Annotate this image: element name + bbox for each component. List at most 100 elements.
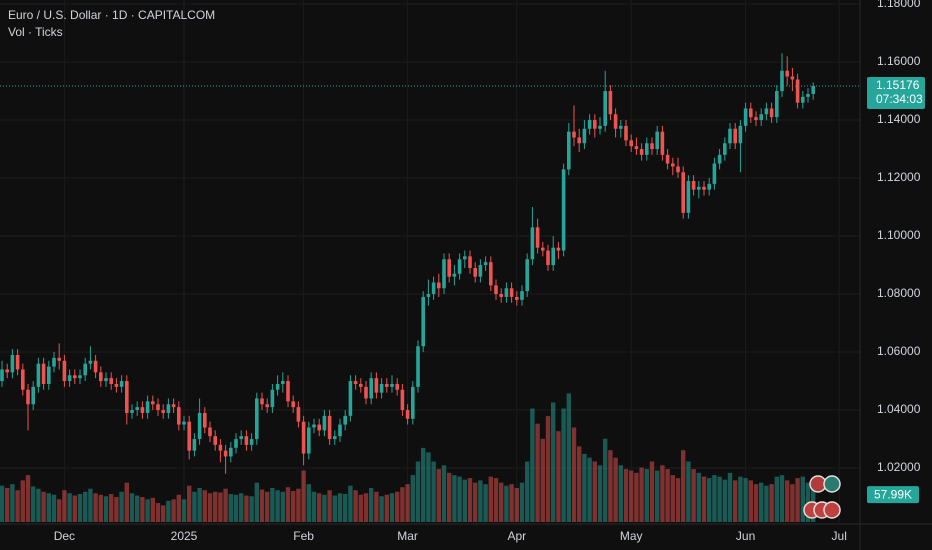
volume-bar: [103, 496, 109, 522]
volume-bar: [790, 484, 795, 522]
candle-body: [5, 369, 9, 373]
candle-body: [728, 128, 732, 144]
axes: 1.02000 1.04000 1.06000 1.08000 1.10000 1.120…: [0, 0, 925, 543]
candle-body: [478, 265, 483, 277]
candle-body: [151, 401, 155, 405]
volume-bar: [488, 476, 493, 522]
candle-body: [244, 436, 249, 445]
volume-bar: [129, 493, 135, 522]
candle-body: [379, 383, 384, 393]
volume-bar: [249, 496, 254, 522]
candle-body: [192, 439, 197, 451]
volume-bar: [436, 469, 441, 522]
volume-bar: [202, 490, 207, 522]
candle-body: [265, 404, 269, 408]
volume-bar: [124, 482, 129, 522]
indicator-icons: [803, 475, 841, 519]
x-tick-label: Mar: [397, 529, 418, 543]
last-price-label: 1.15176: [876, 78, 920, 92]
volume-bar: [785, 480, 790, 522]
candle-body: [223, 450, 228, 457]
candle-body: [197, 412, 202, 440]
candle-body: [525, 259, 529, 292]
y-tick-label: 1.10000: [877, 228, 921, 242]
volume-bar: [582, 453, 587, 522]
chart-title: Euro / U.S. Dollar · 1D · CAPITALCOM: [8, 8, 215, 22]
volume-bar: [275, 490, 280, 522]
volume-bar: [441, 465, 447, 522]
chart-subtitle: Vol · Ticks: [8, 25, 63, 39]
volume-bar: [395, 491, 400, 522]
volume-bar: [332, 495, 337, 522]
volume-bar: [67, 493, 72, 522]
volume-bar: [114, 497, 119, 522]
volume-bar: [291, 490, 296, 522]
volume-bar: [311, 491, 317, 522]
candle-body: [333, 436, 337, 440]
volume-bar: [109, 494, 114, 522]
candle-body: [494, 285, 498, 295]
volume-bar: [265, 491, 270, 522]
y-tick-label: 1.08000: [877, 286, 921, 300]
volume-bar: [358, 494, 363, 522]
y-tick-label: 1.14000: [877, 112, 921, 126]
candle-body: [301, 421, 306, 454]
x-tick-label: Jun: [736, 529, 755, 543]
y-tick-label: 1.12000: [877, 170, 921, 184]
candle-body: [26, 389, 30, 405]
volume-bar: [296, 488, 301, 522]
candle-body: [655, 131, 659, 150]
candle-body: [489, 262, 493, 286]
candle-body: [109, 378, 113, 384]
volume-bar: [405, 484, 410, 522]
volume-bar: [779, 475, 785, 522]
candle-body: [671, 163, 675, 167]
volume-bar: [98, 494, 103, 522]
candle-body: [218, 444, 223, 451]
volume-bar: [218, 492, 223, 522]
volume-bar: [213, 491, 218, 522]
volume-bar: [317, 493, 322, 522]
candle-body: [213, 436, 217, 445]
candle-body: [650, 143, 654, 150]
candle-body: [369, 378, 373, 399]
candle-body: [723, 143, 727, 155]
candle-body: [307, 427, 311, 454]
volume-bar: [161, 505, 166, 522]
candle-body: [67, 375, 72, 382]
volume-bar: [717, 476, 722, 522]
volume-bar: [374, 491, 379, 522]
volume-bar: [639, 467, 644, 522]
candle-body: [270, 389, 275, 408]
candle-body: [785, 70, 789, 77]
y-tick-label: 1.02000: [877, 460, 921, 474]
volume-bar: [93, 493, 98, 522]
candle-body: [15, 354, 20, 370]
candle-body: [52, 357, 56, 367]
volume-bar: [322, 494, 327, 522]
volume-bar: [176, 494, 181, 522]
volume-bar: [25, 475, 31, 522]
last-price-box: [867, 76, 925, 109]
candle-body: [0, 369, 4, 382]
volume-bar: [41, 491, 46, 522]
volume-bar: [535, 423, 540, 522]
candle-body: [99, 372, 103, 382]
x-tick-label: Apr: [507, 529, 526, 543]
volume-bar: [727, 472, 733, 522]
candle-body: [291, 401, 295, 408]
volume-label-box: [867, 486, 919, 504]
volume-bar: [571, 427, 577, 522]
candle-body: [208, 427, 212, 437]
candle-body: [296, 407, 301, 422]
candle-body: [473, 267, 477, 277]
candle-body: [203, 412, 207, 428]
volume-bar: [738, 476, 743, 522]
candle-body: [634, 146, 639, 150]
candle-body: [608, 91, 613, 115]
candle-body: [234, 439, 238, 448]
candle-body: [769, 108, 774, 118]
volume-bar: [753, 484, 759, 522]
volume-bar: [36, 488, 41, 522]
volume-bar: [5, 487, 10, 522]
